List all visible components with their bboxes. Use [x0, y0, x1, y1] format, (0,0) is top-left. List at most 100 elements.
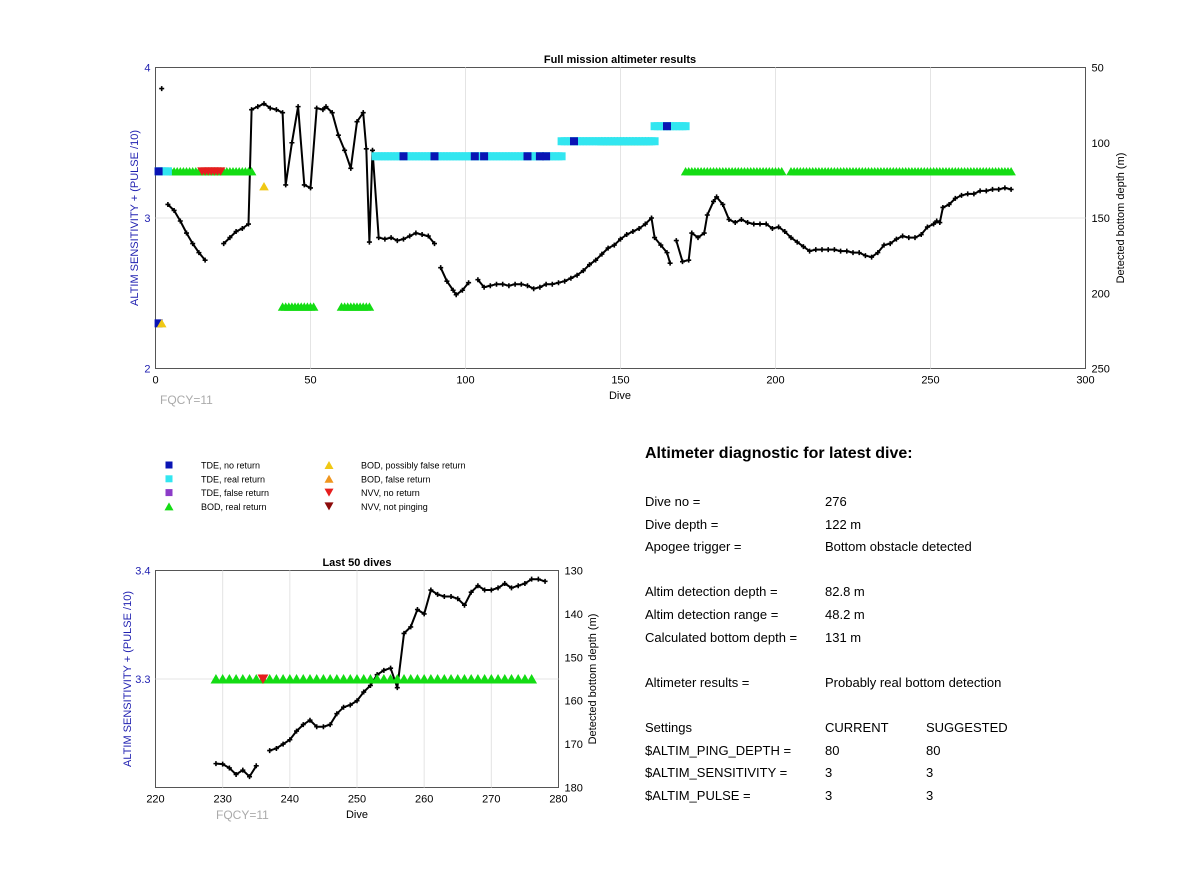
depth-point: [542, 578, 548, 584]
marker-triangle-up: [526, 674, 538, 684]
depth-point: [255, 104, 261, 110]
depth-point: [221, 241, 227, 247]
y-right-tick-label: 140: [565, 609, 583, 621]
main-grid: [155, 67, 1086, 369]
depth-point: [233, 229, 239, 235]
depth-point: [624, 232, 630, 238]
legend-label: BOD, possibly false return: [361, 461, 466, 471]
diag-row-calc-depth: Calculated bottom depth = 131 m: [645, 630, 1165, 653]
depth-point: [934, 218, 940, 224]
y-right-tick-label: 150: [565, 652, 583, 664]
depth-point: [253, 763, 259, 769]
depth-line-segment: [675, 186, 1012, 263]
main-x-ticks: 0 50 100 150 200 250 300: [152, 375, 1094, 387]
depth-point: [438, 265, 444, 271]
diag-row-pulse: $ALTIM_PULSE = 3 3: [645, 788, 1165, 811]
depth-point: [273, 745, 279, 751]
depth-point: [165, 201, 171, 207]
depth-point: [419, 232, 425, 238]
y-right-tick-label: 170: [565, 739, 583, 751]
legend-label: BOD, false return: [361, 474, 431, 484]
depth-point: [441, 594, 447, 600]
depth-point: [334, 711, 340, 717]
depth-point: [354, 119, 360, 125]
zoom-y-left-ticks: 3.3 3.4: [135, 566, 150, 687]
marker-triangle-up: [1006, 166, 1016, 176]
depth-point: [875, 250, 881, 256]
diag-row-results: Altimeter results = Probably real bottom…: [645, 675, 1165, 698]
depth-point: [990, 186, 995, 192]
y-right-tick-label: 150: [1092, 213, 1110, 225]
depth-point: [983, 188, 989, 194]
suggested-header: SUGGESTED: [926, 719, 1008, 735]
marker-square: [163, 167, 172, 176]
marker-triangle-up: [364, 302, 375, 311]
legend-triangle-down-icon: [324, 488, 334, 497]
depth-point: [267, 105, 273, 111]
dive-depth-value: 122 m: [825, 516, 862, 532]
depth-point: [249, 107, 255, 113]
marker-square: [154, 167, 163, 176]
depth-point: [844, 248, 850, 254]
depth-point: [618, 236, 623, 242]
marker-square: [681, 122, 690, 131]
depth-point: [658, 242, 664, 248]
x-tick-label: 250: [348, 794, 366, 806]
diag-row-det-depth: Altim detection depth = 82.8 m: [645, 584, 1165, 607]
zoom-fqcy-label: FQCY=11: [216, 808, 269, 822]
depth-point: [695, 235, 701, 241]
depth-point: [642, 221, 648, 227]
x-tick-label: 0: [152, 375, 158, 387]
depth-point: [261, 101, 267, 107]
depth-point: [273, 107, 279, 113]
depth-point: [220, 761, 226, 767]
depth-point: [537, 284, 543, 290]
depth-point: [482, 587, 488, 593]
depth-point: [314, 724, 320, 730]
depth-point: [506, 283, 512, 289]
depth-point: [838, 248, 844, 254]
depth-point: [455, 596, 461, 602]
depth-point: [763, 221, 769, 227]
depth-point: [574, 272, 580, 278]
depth-point: [831, 247, 837, 253]
marker-square: [570, 137, 578, 146]
depth-point: [495, 585, 501, 591]
depth-point: [819, 247, 825, 253]
depth-point: [776, 224, 782, 230]
depth-point: [788, 235, 794, 241]
depth-point: [354, 698, 360, 704]
depth-point: [664, 250, 670, 256]
depth-point: [1002, 185, 1008, 191]
depth-point: [342, 147, 348, 153]
depth-point: [881, 242, 887, 248]
depth-point: [432, 241, 437, 247]
depth-point: [794, 239, 800, 245]
depth-point: [924, 224, 930, 230]
depth-point: [388, 665, 394, 671]
legend-label: BOD, real return: [201, 502, 267, 512]
depth-point: [850, 250, 856, 256]
depth-point: [468, 589, 474, 595]
main-y-left-label: ALTIM SENSITIVITY + (PULSE /10): [129, 130, 141, 306]
x-tick-label: 270: [482, 794, 500, 806]
depth-point: [652, 235, 658, 241]
main-y-right-label: Detected bottom depth (m): [1115, 153, 1127, 284]
depth-point: [689, 230, 695, 236]
marker-triangle-up: [156, 318, 167, 328]
depth-point: [769, 226, 775, 232]
depth-point: [348, 165, 354, 171]
det-depth-value: 82.8 m: [825, 584, 865, 600]
depth-point: [382, 236, 388, 242]
depth-point: [862, 253, 868, 259]
depth-point: [289, 140, 295, 146]
depth-point: [543, 281, 549, 287]
depth-point: [159, 86, 165, 92]
y-right-tick-label: 160: [565, 696, 583, 708]
apogee-label: Apogee trigger =: [645, 539, 742, 555]
depth-point: [971, 191, 977, 197]
depth-point: [407, 233, 413, 239]
depth-point: [630, 229, 636, 235]
depth-point: [487, 283, 493, 289]
x-tick-label: 300: [1076, 375, 1094, 387]
